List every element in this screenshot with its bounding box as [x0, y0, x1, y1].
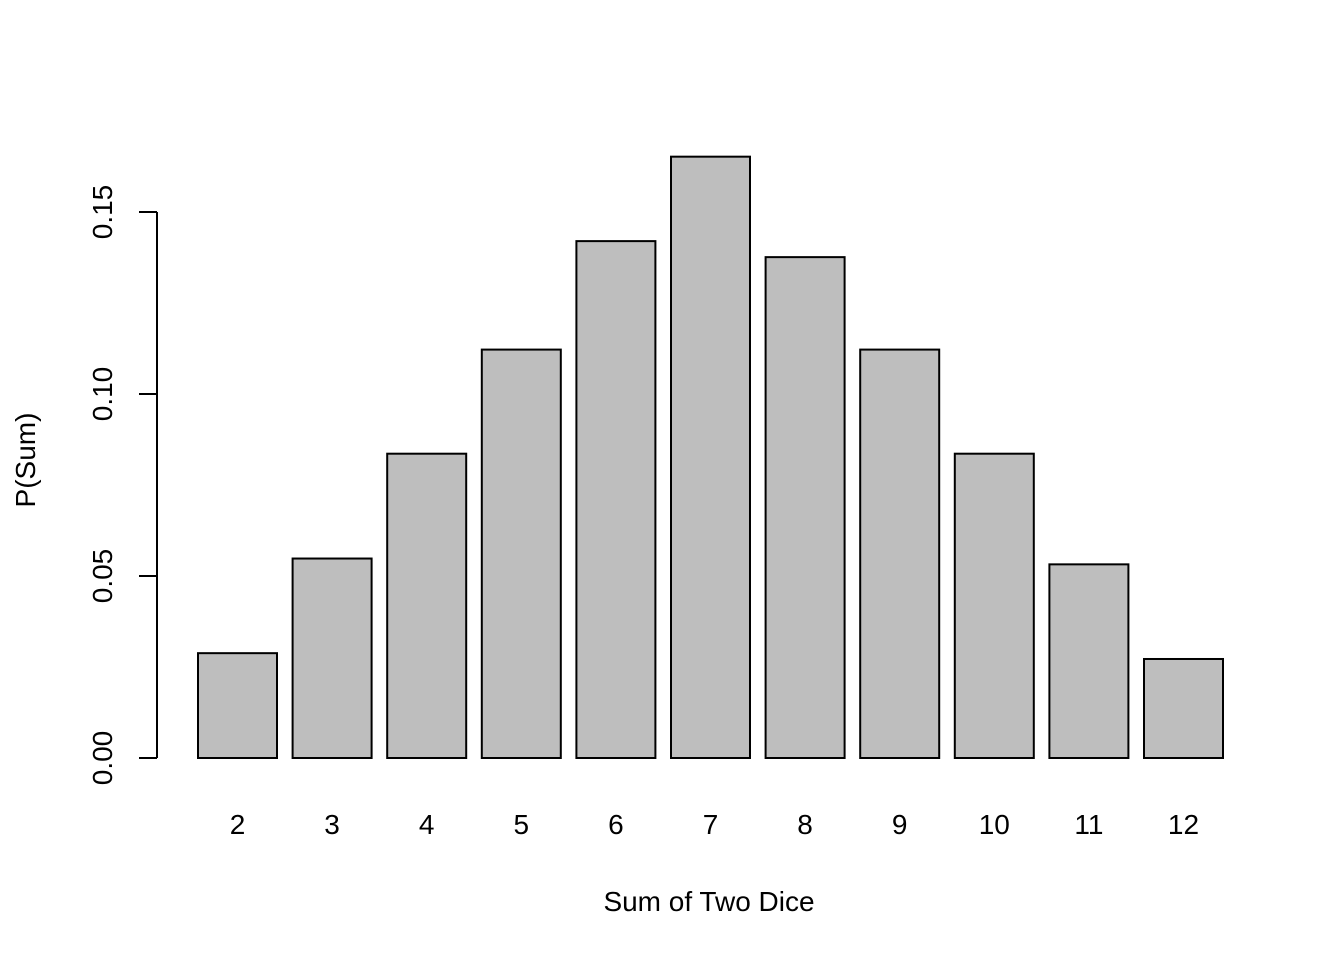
x-tick-label: 3 — [324, 809, 340, 840]
bar-5 — [480, 348, 562, 759]
bar-8 — [764, 256, 846, 759]
x-tick-label: 6 — [608, 809, 624, 840]
bar-12 — [1143, 657, 1224, 760]
y-tick-label: 0.00 — [87, 731, 118, 786]
x-tick-label: 4 — [419, 809, 435, 840]
y-tick-label: 0.05 — [87, 549, 118, 604]
x-tick-label: 8 — [797, 809, 813, 840]
x-tick-label: 10 — [979, 809, 1010, 840]
bar-2 — [197, 652, 278, 760]
x-tick-label: 12 — [1168, 809, 1199, 840]
bar-4 — [386, 452, 468, 759]
bar-9 — [859, 348, 941, 759]
y-tick-label: 0.10 — [87, 367, 118, 422]
y-axis: 0.00 0.05 0.10 0.15 — [87, 185, 158, 786]
bar-7 — [670, 155, 751, 759]
y-axis-title: P(Sum) — [10, 413, 41, 508]
x-tick-label: 9 — [892, 809, 908, 840]
x-axis-title: Sum of Two Dice — [603, 886, 814, 917]
bar-10 — [953, 452, 1035, 759]
x-tick-label: 2 — [230, 809, 246, 840]
y-tick-label: 0.15 — [87, 185, 118, 240]
bars-group — [197, 155, 1224, 760]
x-axis-labels: 2 3 4 5 6 7 8 9 10 11 12 — [230, 809, 1199, 840]
bar-6 — [575, 240, 657, 759]
bar-3 — [291, 557, 373, 760]
x-tick-label: 11 — [1074, 809, 1103, 840]
x-tick-label: 5 — [514, 809, 530, 840]
bar-11 — [1048, 563, 1130, 759]
x-tick-label: 7 — [703, 809, 719, 840]
